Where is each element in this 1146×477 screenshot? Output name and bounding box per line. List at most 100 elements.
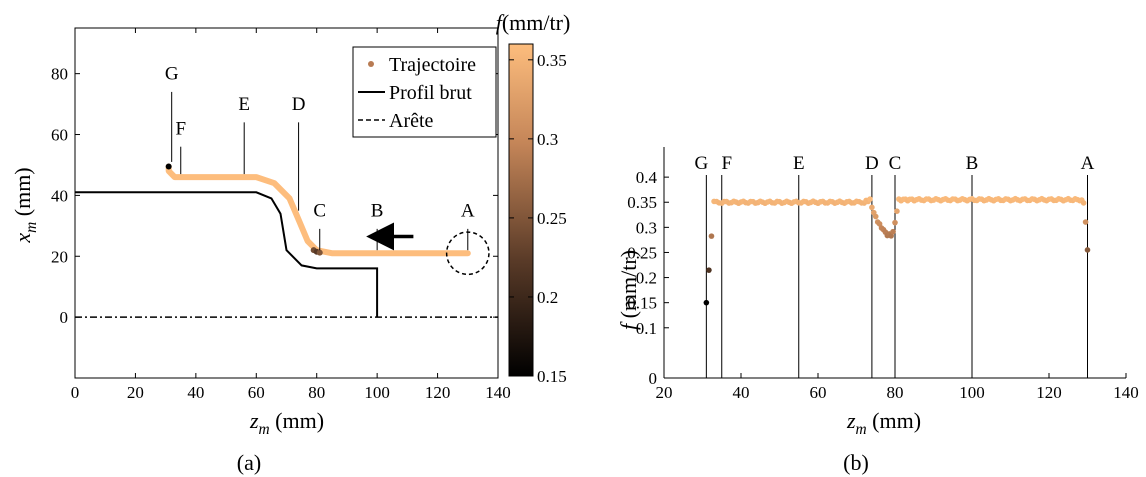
data-point (872, 213, 879, 220)
y-tick-label: 0.25 (627, 243, 657, 262)
y-tick-label: 20 (51, 247, 68, 266)
colorbar-label-unit: (mm/tr) (502, 10, 570, 35)
x-axis-label-sub: m (259, 421, 270, 438)
data-point (867, 196, 873, 202)
x-tick-label: 80 (887, 383, 904, 402)
x-tick-label: 120 (425, 383, 451, 402)
y-tick-label: 0.3 (636, 218, 657, 237)
data-point (708, 233, 715, 239)
x-tick-label: 20 (127, 383, 144, 402)
y-axis-label-var: f (616, 321, 641, 330)
colorbar-label: f(mm/tr) (496, 10, 571, 35)
x-tick-label: 80 (308, 383, 325, 402)
data-point (1080, 200, 1087, 206)
colorbar-tick-label: 0.3 (537, 130, 558, 149)
y-tick-label: 0.2 (636, 269, 657, 288)
raw-profile-path (75, 191, 379, 318)
x-tick-label: 60 (248, 383, 265, 402)
x-tick-label: 0 (71, 383, 80, 402)
x-axis-label-sub: m (856, 421, 867, 438)
x-axis-label-var: z (249, 408, 259, 433)
data-point (1084, 247, 1091, 253)
x-axis-label: zm (mm) (846, 408, 921, 438)
x-tick-label: 100 (959, 383, 985, 402)
y-tick-label: 0.1 (636, 319, 657, 338)
vline-label-b: B (966, 153, 979, 174)
vline-label-e: E (793, 153, 805, 174)
y-tick-label: 0 (649, 369, 658, 388)
y-axis-label: xm (mm) (10, 167, 40, 243)
y-axis-label-unit: (mm/tr) (616, 250, 641, 324)
panel-b-caption: (b) (843, 450, 869, 475)
data-point (703, 299, 710, 306)
panel-a-frame (74, 27, 499, 379)
data-point (894, 208, 900, 214)
annotation-label-b: B (371, 201, 384, 222)
x-axis-label-unit: (mm) (867, 408, 921, 433)
data-point (888, 233, 894, 239)
panel-a-colorbar: 0.15 0.2 0.25 0.3 0.35 f(mm/tr) (496, 10, 571, 386)
data-point (869, 204, 875, 211)
legend-label: Arête (389, 110, 434, 132)
x-tick-label: 140 (1113, 383, 1139, 402)
legend-marker-trajectory (368, 61, 374, 67)
start-circle (445, 231, 490, 276)
x-tick-label: 100 (364, 383, 390, 402)
x-tick-label: 60 (810, 383, 827, 402)
y-tick-label: 0.15 (627, 294, 657, 313)
annotation-label-f: F (175, 119, 186, 140)
x-axis-label-var: z (846, 408, 856, 433)
legend-label: Profil brut (389, 82, 472, 104)
trajectory-start-point (165, 163, 172, 170)
vline-label-g: G (694, 153, 708, 174)
data-point (1082, 219, 1089, 225)
colorbar-gradient (508, 43, 534, 377)
annotation-label-g: G (165, 64, 179, 85)
y-tick-label: 60 (51, 126, 68, 145)
vline-label-a: A (1081, 153, 1095, 174)
panel-a-plot-area: A B C D E F G (75, 64, 498, 318)
x-tick-label: 40 (733, 383, 750, 402)
trajectory-point (316, 249, 323, 256)
annotation-label-d: D (292, 94, 306, 115)
colorbar-tick-label: 0.25 (537, 209, 567, 228)
annotation-label-c: C (313, 201, 326, 222)
y-tick-label: 40 (51, 186, 68, 205)
vline-label-f: F (721, 153, 732, 174)
y-tick-label: 0.35 (627, 193, 657, 212)
vline-label-c: C (889, 153, 902, 174)
data-point (890, 228, 896, 235)
legend-label: Trajectoire (389, 54, 476, 76)
y-axis-label-var: x (10, 233, 35, 244)
annotation-label-e: E (238, 94, 250, 115)
x-tick-label: 140 (485, 383, 511, 402)
colorbar-tick-label: 0.35 (537, 51, 567, 70)
y-tick-label: 0.4 (636, 168, 658, 187)
y-axis-label-sub: m (23, 222, 40, 233)
y-axis-label: f (mm/tr) (616, 250, 641, 330)
x-tick-label: 40 (187, 383, 204, 402)
annotation-label-a: A (461, 201, 475, 222)
x-tick-label: 120 (1036, 383, 1062, 402)
panel-b-axes: 20 40 60 80 100 120 140 0 0.1 0.15 0.2 0.25 0.3 0.35 0… (616, 147, 1139, 438)
data-point (892, 219, 898, 226)
x-axis-label: zm (mm) (249, 408, 324, 438)
colorbar-tick-label: 0.15 (537, 367, 567, 386)
y-tick-label: 0 (60, 308, 69, 327)
x-tick-label: 20 (656, 383, 673, 402)
colorbar-label-var: f (496, 10, 505, 35)
x-axis-label-unit: (mm) (270, 408, 324, 433)
data-point (706, 267, 712, 273)
y-tick-label: 80 (51, 65, 68, 84)
colorbar-tick-label: 0.2 (537, 288, 558, 307)
data-point (876, 221, 883, 227)
vline-label-d: D (865, 153, 879, 174)
panel-a-caption: (a) (237, 450, 261, 475)
panel-a-legend: Trajectoire Profil brut Arête (352, 46, 497, 138)
y-axis-label-unit: (mm) (10, 167, 35, 221)
